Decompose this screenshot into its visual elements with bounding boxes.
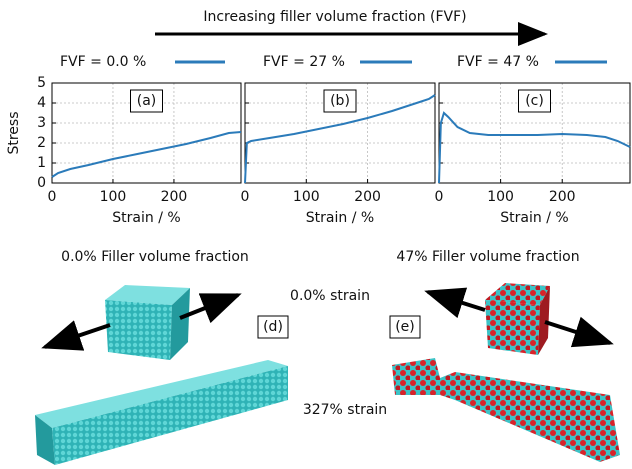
legend-label: FVF = 47 % (457, 54, 539, 70)
panel-label: (c) (525, 93, 544, 109)
x-axis-label: Strain / % (112, 210, 180, 226)
panel-label: (d) (263, 319, 283, 335)
x-tick-label: 0 (48, 189, 57, 205)
x-tick-label: 200 (354, 189, 381, 205)
x-tick-label: 0 (241, 189, 250, 205)
bar-d (35, 360, 288, 465)
y-tick-label: 0 (37, 175, 46, 191)
legend-label: FVF = 0.0 % (60, 54, 146, 70)
panel-label: (e) (395, 319, 415, 335)
panel-label: (a) (137, 93, 157, 109)
x-tick-label: 200 (161, 189, 188, 205)
stretched-e (392, 358, 620, 462)
x-tick-label: 100 (293, 189, 320, 205)
x-tick-label: 100 (487, 189, 514, 205)
x-axis-label: Strain / % (306, 210, 374, 226)
x-tick-label: 100 (100, 189, 127, 205)
label-box (130, 89, 163, 113)
data-line (244, 94, 436, 184)
y-tick-label: 4 (37, 95, 46, 111)
x-axis-label: Strain / % (500, 210, 568, 226)
data-line (51, 131, 242, 178)
panel-title: 0.0% Filler volume fraction (61, 249, 249, 265)
panel-title: 47% Filler volume fraction (396, 249, 579, 265)
y-axis-label: Stress (6, 111, 22, 154)
data-line (438, 111, 631, 184)
y-tick-label: 2 (37, 135, 46, 151)
cube-d (41, 285, 242, 360)
strain-label: 327% strain (303, 402, 387, 418)
label-box (257, 315, 289, 339)
y-tick-label: 1 (37, 155, 46, 171)
legend-label: FVF = 27 % (263, 54, 345, 70)
y-tick-label: 5 (37, 75, 46, 91)
x-tick-label: 200 (549, 189, 576, 205)
plot-frame (244, 82, 436, 184)
strain-label: 0.0% strain (290, 288, 370, 304)
plot-frame (438, 82, 631, 184)
cube-e (424, 283, 614, 355)
figure-title: Increasing filler volume fraction (FVF) (203, 9, 466, 25)
x-tick-label: 0 (435, 189, 444, 205)
label-box (389, 315, 421, 339)
label-box (323, 89, 357, 113)
label-box (518, 89, 551, 113)
y-tick-label: 3 (37, 115, 46, 131)
panel-label: (b) (330, 93, 350, 109)
